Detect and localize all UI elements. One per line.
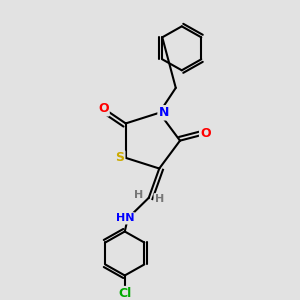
Text: O: O bbox=[98, 102, 109, 115]
Text: S: S bbox=[115, 152, 124, 164]
Text: Cl: Cl bbox=[118, 287, 131, 300]
Text: O: O bbox=[200, 127, 211, 140]
Text: HN: HN bbox=[116, 213, 134, 223]
Text: N: N bbox=[159, 106, 169, 119]
Text: H: H bbox=[134, 190, 143, 200]
Text: H: H bbox=[154, 194, 164, 204]
